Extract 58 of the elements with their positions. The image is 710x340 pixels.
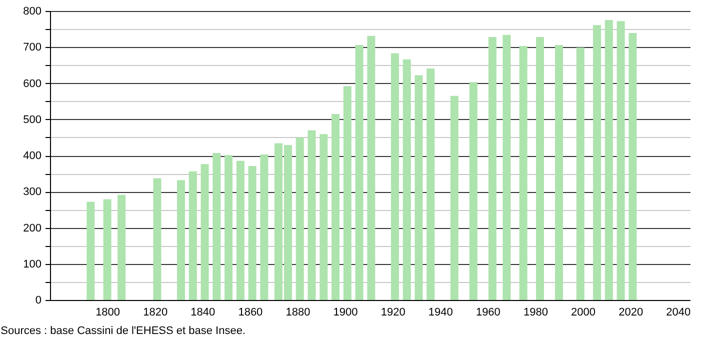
x-tick-label: 2000 [571,306,596,318]
x-tick-label: 1860 [238,306,263,318]
bar [593,25,602,300]
bar [86,202,95,300]
y-tick-label: 700 [23,42,42,54]
y-tick-label: 0 [35,294,42,306]
bar [320,134,328,300]
bar [343,86,352,300]
bar [390,53,399,300]
y-tick-label: 100 [23,258,42,270]
y-tick-label: 200 [23,222,42,234]
bar [200,164,209,300]
x-tick-label: 1940 [428,306,453,318]
bar [426,68,435,300]
bar [367,36,376,300]
y-tick-label: 300 [23,186,42,198]
x-tick-label: 1920 [380,306,406,318]
bar [296,137,304,300]
bar [260,154,268,300]
x-tick-label: 1960 [476,306,500,318]
x-tick-label: 2020 [618,306,644,318]
bar [236,160,244,300]
x-tick-label: 1880 [286,306,310,318]
bar [576,47,584,300]
bar [555,44,563,300]
bar [616,21,625,300]
bar [469,82,478,300]
x-tick-label: 1800 [96,306,120,318]
bar [488,37,496,300]
bar [332,114,340,300]
bar [450,96,458,300]
bar [604,20,613,300]
x-tick-label: 2040 [666,306,691,318]
bar [414,75,423,300]
bar [212,152,221,300]
bar [177,180,185,300]
bar [248,166,256,300]
bar [308,130,316,300]
bar [153,178,162,300]
bar [402,59,411,300]
x-tick-label: 1840 [190,306,216,318]
x-tick-label: 1900 [333,306,358,318]
bar [519,46,528,300]
bar [224,155,233,300]
x-tick-label: 1980 [523,306,548,318]
y-tick-label: 500 [23,114,42,126]
source-note: Sources : base Cassini de l'EHESS et base Insee. [0,325,246,337]
y-tick-label: 800 [23,6,42,18]
bar [355,44,364,300]
y-tick-label: 600 [23,78,42,90]
bar [536,37,544,300]
bar [502,34,511,300]
x-tick-label: 1820 [143,306,168,318]
y-tick-label: 400 [23,150,42,162]
bar [628,33,637,300]
bar [103,199,112,300]
bar [118,194,126,300]
bar [188,171,197,300]
